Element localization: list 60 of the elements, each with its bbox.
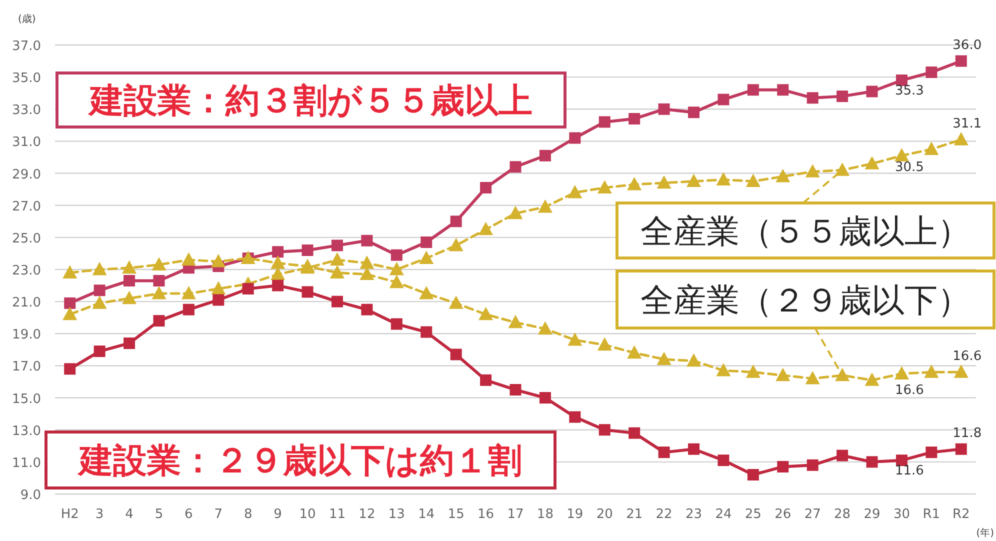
x-tick-label: 15: [448, 507, 464, 522]
x-tick-label: R1: [922, 507, 940, 522]
x-tick-label: 29: [864, 507, 880, 522]
x-tick-label: 24: [715, 507, 732, 522]
y-tick-label: 23.0: [12, 264, 41, 278]
series-label: 建設業：２９歳以下は約１割: [77, 442, 522, 480]
data-label: 31.1: [952, 116, 982, 132]
x-tick-label: 25: [744, 507, 762, 522]
data-label: 16.6: [894, 383, 924, 398]
legend-label: 全産業（５５歳以上）: [640, 212, 970, 250]
x-tick-label: 6: [184, 507, 193, 522]
x-tick-label: H2: [60, 507, 79, 522]
x-tick-label: 10: [299, 507, 316, 522]
x-tick-label: 28: [834, 507, 851, 522]
y-tick-label: 37.0: [12, 39, 41, 54]
y-tick-label: 27.0: [12, 199, 41, 214]
y-tick-label: 35.0: [12, 71, 41, 86]
series-label: 建設業：約３割が５５歳以上: [88, 82, 532, 120]
x-tick-label: R2: [952, 507, 970, 522]
y-tick-label: 25.0: [12, 231, 41, 246]
data-label: 35.3: [894, 83, 924, 98]
y-tick-label: 9.0: [20, 488, 41, 503]
data-label: 11.6: [894, 463, 924, 478]
y-tick-label: 15.0: [12, 392, 41, 407]
y-tick-label: 21.0: [12, 296, 41, 311]
y-tick-label: 19.0: [12, 328, 41, 343]
x-axis-title: (年): [976, 527, 994, 539]
x-tick-label: 12: [358, 507, 376, 522]
x-tick-label: 4: [125, 507, 134, 522]
x-tick-label: 8: [244, 507, 252, 522]
x-tick-label: 13: [388, 507, 405, 522]
y-tick-label: 13.0: [12, 424, 41, 439]
x-tick-label: 7: [214, 507, 223, 522]
x-tick-label: 3: [95, 507, 104, 522]
x-tick-label: 19: [566, 507, 584, 522]
y-tick-label: 17.0: [12, 360, 41, 375]
x-tick-label: 17: [507, 507, 524, 522]
x-tick-label: 22: [656, 507, 672, 522]
data-label: 16.6: [952, 349, 982, 364]
data-label: 30.5: [894, 160, 924, 176]
y-tick-label: 29.0: [12, 167, 41, 182]
data-label: 36.0: [952, 38, 982, 54]
y-tick-label: 31.0: [12, 135, 41, 150]
x-tick-label: 16: [478, 507, 494, 522]
x-tick-label: 14: [418, 507, 435, 522]
x-tick-label: 21: [626, 507, 643, 522]
y-axis-title: (歳): [18, 13, 36, 25]
x-tick-label: 11: [328, 507, 346, 522]
y-tick-label: 33.0: [12, 103, 41, 118]
x-tick-label: 9: [274, 507, 282, 522]
x-tick-label: 20: [596, 507, 613, 522]
x-tick-label: 18: [536, 507, 554, 522]
series-label: 全産業（２９歳以下）: [640, 281, 970, 318]
x-tick-label: 27: [804, 507, 821, 522]
x-tick-label: 30: [893, 507, 910, 522]
x-tick-label: 5: [154, 507, 164, 522]
x-tick-label: 26: [774, 507, 792, 522]
data-label: 11.8: [952, 426, 982, 442]
y-tick-label: 11.0: [12, 456, 41, 471]
x-tick-label: 23: [685, 507, 702, 522]
